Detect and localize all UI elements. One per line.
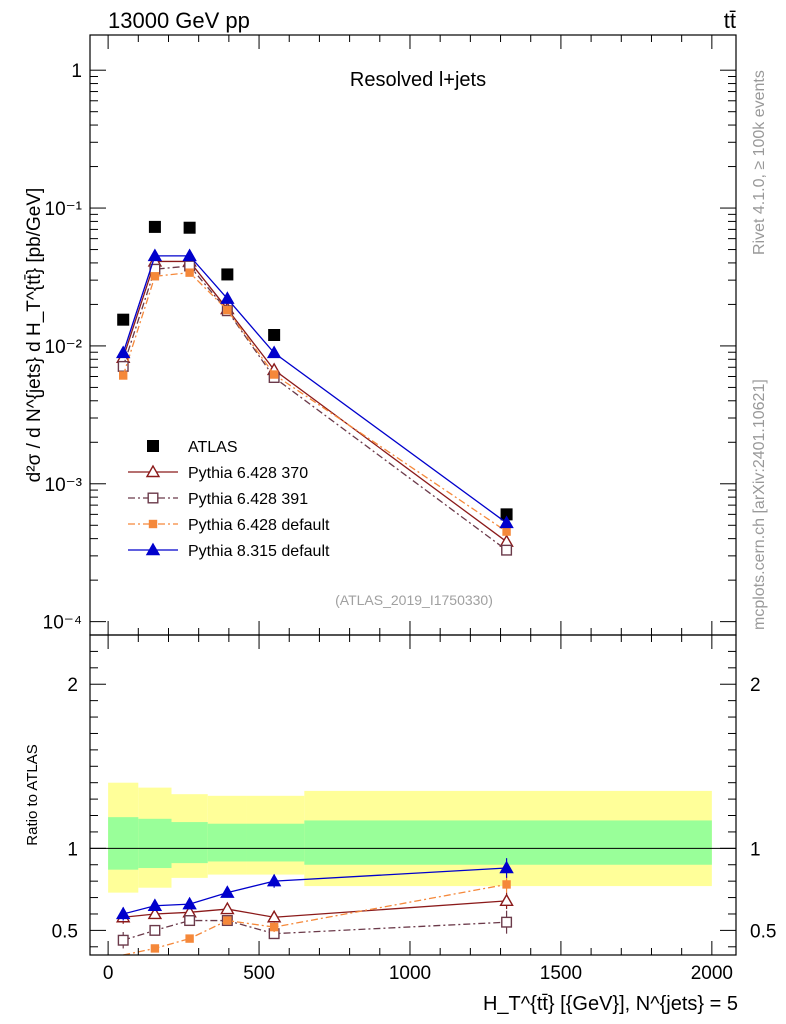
axes: 0 500 1000 1500 2000 1 10⁻¹ 10⁻² 10⁻³ 10⁻⁴ 2 2 1 1 0.5… [43, 35, 776, 984]
ratio-point-s4-0 [115, 906, 131, 920]
y-tick-label-main: 10⁻³ [45, 475, 83, 496]
band-green-bin [207, 823, 247, 862]
data-point-s3-2 [185, 268, 194, 277]
legend-label-2: Pythia 6.428 391 [188, 491, 308, 508]
ratio-point-s2-0 [117, 934, 129, 946]
main-panel: Resolved l+jets (ATLAS_2019_I1750330) [335, 69, 493, 608]
ratio-line-1 [123, 900, 507, 918]
x-tick-label: 1500 [540, 963, 582, 984]
legend-label-4: Pythia 8.315 default [188, 543, 330, 560]
y-tick-label-main: 10⁻² [45, 337, 83, 358]
legend-marker-4 [145, 542, 161, 556]
y-tick-label-ratio-left: 1 [67, 839, 78, 860]
x-tick-label: 500 [243, 963, 275, 984]
legend-label-0: ATLAS [188, 439, 238, 456]
legend-marker-2 [147, 492, 159, 504]
header-left: 13000 GeV pp [108, 8, 250, 33]
y-tick-label-main: 10⁻¹ [45, 199, 83, 220]
x-axis-label: H_T^{tt̄} [{GeV}], N^{jets} = 5 [483, 993, 738, 1015]
legend-marker-1 [145, 464, 161, 478]
main-plot-content [115, 220, 514, 556]
x-tick-label: 2000 [691, 963, 733, 984]
ratio-point-s3-2 [185, 934, 194, 943]
rivet-label: Rivet 4.1.0, ≥ 100k events [751, 70, 768, 255]
data-point-s3-5 [502, 527, 511, 536]
ratio-line-4 [123, 867, 507, 915]
y-tick-label-ratio-left: 0.5 [52, 921, 78, 942]
ratio-point-s3-5 [502, 880, 511, 889]
data-point-s3-3 [223, 305, 232, 315]
series-line-1 [122, 260, 507, 543]
ratio-frame [89, 634, 737, 956]
y-tick-label-ratio-right: 1 [750, 839, 761, 860]
y-tick-label-main: 10⁻⁴ [43, 613, 82, 634]
ratio-point-s2-1 [149, 924, 161, 936]
ratio-point-s2-2 [184, 915, 196, 927]
main-frame [89, 34, 737, 636]
y-tick-label-main: 1 [71, 61, 82, 82]
header-right: tt̄ [724, 8, 736, 33]
ratio-point-s4-4 [266, 873, 282, 887]
data-point-s3-0 [119, 371, 128, 380]
series-line-4 [122, 255, 507, 524]
y-tick-label-ratio-left: 2 [67, 675, 78, 696]
series-line-3 [122, 271, 507, 533]
ratio-point-s3-4 [269, 922, 279, 932]
ratio-point-s1-1 [147, 906, 163, 920]
chart-title: Resolved l+jets [350, 69, 486, 91]
data-point-s0-5 [500, 508, 513, 521]
band-green-bin [108, 817, 139, 870]
y-axis-label-main: d²σ / d N^{jets} d H_T^{tt̄} [pb/GeV] [24, 188, 45, 483]
data-point-s4-3 [220, 291, 235, 304]
y-tick-label-ratio-right: 2 [750, 675, 761, 696]
data-point-s2-0 [117, 360, 129, 372]
band-green-bin [246, 823, 305, 862]
data-point-s0-2 [183, 221, 196, 234]
ratio-point-s3-1 [150, 944, 160, 953]
data-point-s4-2 [182, 248, 197, 262]
ratio-point-s3-3 [223, 916, 232, 925]
legend-label-3: Pythia 6.428 default [188, 517, 330, 534]
data-point-s0-1 [148, 220, 161, 233]
data-point-s4-5 [499, 515, 514, 529]
legend: ATLAS Pythia 6.428 370 Pythia 6.428 391 Pyt… [128, 439, 330, 560]
ratio-point-s4-2 [182, 896, 197, 910]
data-point-s1-5 [499, 534, 514, 547]
ratio-line-2 [123, 919, 507, 941]
legend-marker-0 [147, 440, 159, 452]
ratio-plot-content [90, 782, 736, 956]
legend-label-1: Pythia 6.428 370 [188, 465, 308, 482]
ratio-point-s4-5 [499, 860, 514, 874]
data-point-s0-3 [221, 268, 234, 281]
band-green-bin [304, 820, 712, 865]
x-tick-label: 0 [103, 963, 114, 984]
analysis-tag: (ATLAS_2019_I1750330) [335, 592, 493, 608]
mcplots-label: mcplots.cern.ch [arXiv:2401.10621] [751, 379, 768, 630]
data-point-s4-0 [115, 345, 131, 359]
ratio-line-3 [123, 883, 507, 956]
data-point-s2-5 [501, 544, 513, 556]
y-tick-label-ratio-right: 0.5 [750, 921, 776, 942]
data-point-s4-1 [147, 248, 163, 262]
data-point-s3-4 [269, 370, 279, 379]
legend-marker-3 [148, 519, 158, 529]
band-green-bin [138, 818, 172, 869]
x-tick-label: 1000 [389, 963, 431, 984]
ratio-point-s1-4 [266, 909, 282, 923]
series-line-2 [122, 265, 507, 551]
ratio-point-s2-5 [501, 916, 513, 928]
y-axis-label-ratio: Ratio to ATLAS [24, 744, 41, 845]
data-point-s0-0 [117, 313, 130, 326]
ratio-point-s4-1 [147, 898, 163, 911]
band-green-bin [171, 822, 208, 864]
data-point-s3-1 [150, 272, 160, 281]
ratio-point-s1-5 [499, 893, 514, 907]
data-point-s4-4 [266, 345, 282, 359]
ratio-point-s4-3 [220, 885, 235, 898]
data-point-s0-4 [268, 329, 281, 341]
ratio-point-s1-3 [220, 901, 235, 915]
